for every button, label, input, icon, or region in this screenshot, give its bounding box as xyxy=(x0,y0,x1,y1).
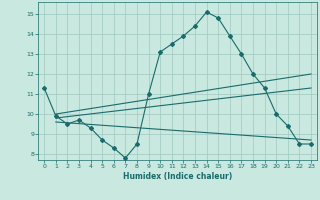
X-axis label: Humidex (Indice chaleur): Humidex (Indice chaleur) xyxy=(123,172,232,181)
